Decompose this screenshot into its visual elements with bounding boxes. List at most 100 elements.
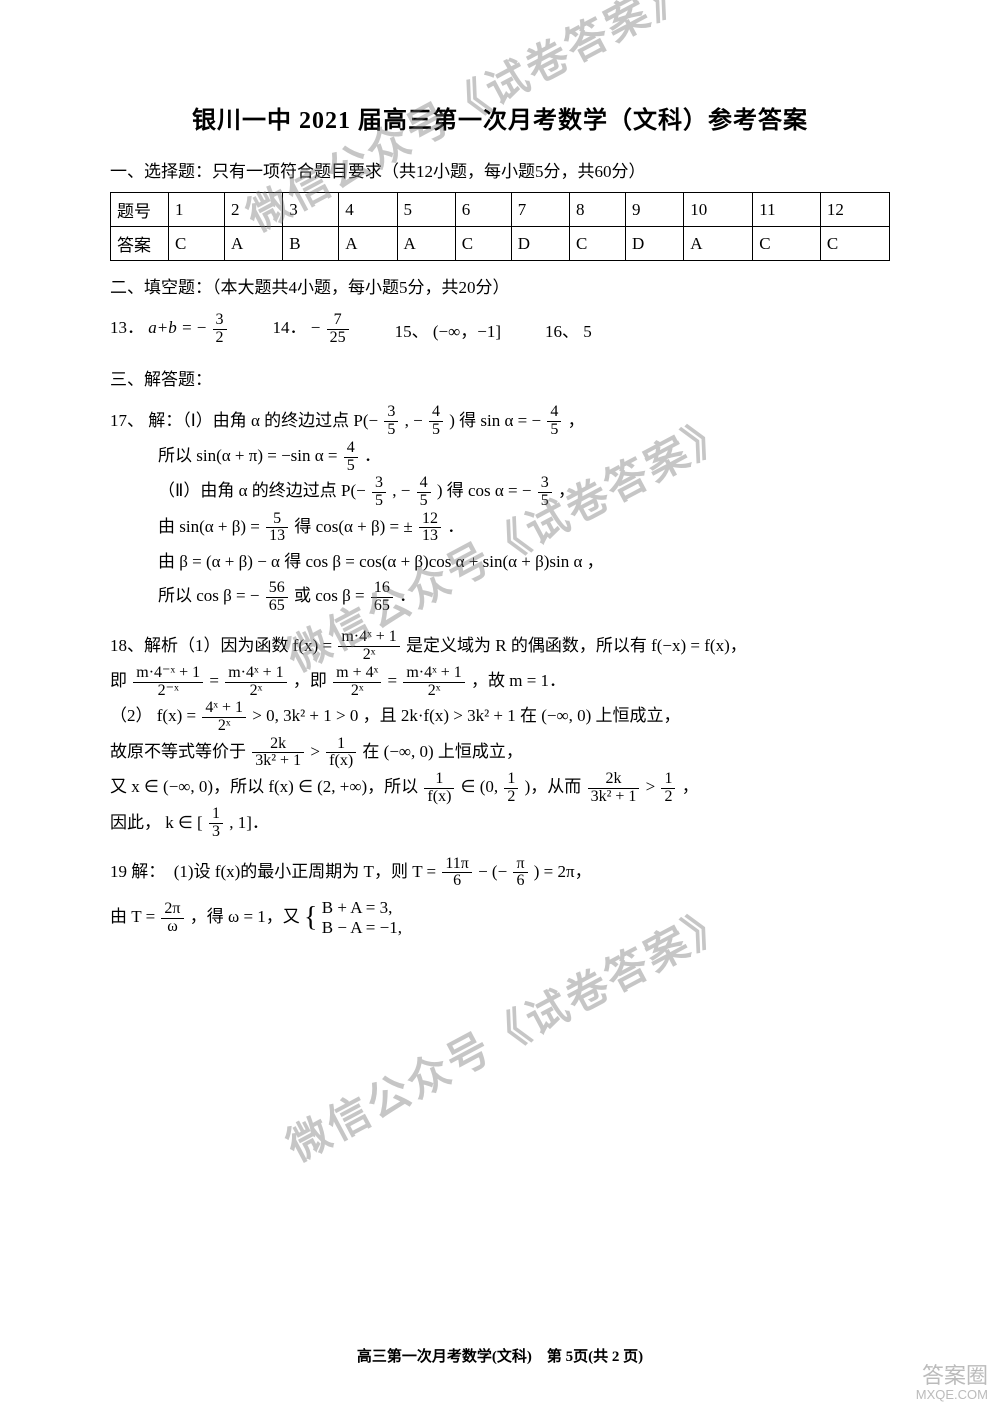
brace-bot: B − A = −1, xyxy=(322,918,402,938)
den: f(x) xyxy=(326,752,356,770)
q13-lhs: a+b = xyxy=(148,318,192,337)
ans-cell: C xyxy=(569,227,625,261)
table-row: 答案 C A B A A C D C D A C C xyxy=(111,227,890,261)
ans-cell: C xyxy=(169,227,225,261)
num: 3 xyxy=(213,312,227,329)
den: 5 xyxy=(429,421,443,439)
den: 2ˣ xyxy=(333,682,381,700)
brace-icon: { xyxy=(304,902,317,933)
num: 7 xyxy=(327,312,349,329)
num-cell: 7 xyxy=(511,193,569,227)
num: 1 xyxy=(424,771,454,788)
corner-watermark: 答案圈 MXQE.COM xyxy=(916,1364,988,1402)
page-footer: 高三第一次月考数学(文科) 第 5页(共 2 页) xyxy=(0,1345,1000,1366)
den: 5 xyxy=(547,421,561,439)
num: 4 xyxy=(344,440,358,457)
num-cell: 3 xyxy=(283,193,339,227)
den: 5 xyxy=(417,492,431,510)
num: 4 xyxy=(417,475,431,492)
brace-top: B + A = 3, xyxy=(322,898,402,918)
ans-cell: C xyxy=(753,227,821,261)
num: 11π xyxy=(442,856,471,873)
num: 1 xyxy=(661,771,675,788)
num: m·4ˣ + 1 xyxy=(403,665,464,682)
den: ω xyxy=(161,918,183,936)
text: 17、 解：（Ⅰ）由角 α 的终边过点 P(− xyxy=(110,411,378,430)
text: ，即 xyxy=(293,671,331,690)
text: − (− xyxy=(478,862,507,881)
q19: 19 解： (1)设 f(x)的最小正周期为 T，则 T = 11π6 − (−… xyxy=(110,855,890,946)
ans-cell: C xyxy=(455,227,511,261)
text: ) 得 sin α = − xyxy=(449,411,541,430)
num: 1 xyxy=(326,736,356,753)
den: 2ˣ xyxy=(202,717,246,735)
q13-label: 13． xyxy=(110,318,144,337)
q18: 18、解析（1）因为函数 f(x) = m·4ˣ + 12ˣ 是定义域为 R 的… xyxy=(110,629,890,841)
num-cell: 11 xyxy=(753,193,821,227)
text: 故原不等式等价于 xyxy=(110,742,250,761)
text: 因此， k ∈ [ xyxy=(110,813,203,832)
text: ， xyxy=(558,481,575,500)
text: > 0, 3k² + 1 > 0 ，且 2k·f(x) > 3k² + 1 在 … xyxy=(252,706,680,725)
den: 6 xyxy=(442,872,471,890)
num-cell: 8 xyxy=(569,193,625,227)
section2-head: 二、填空题：（本大题共4小题，每小题5分，共20分） xyxy=(110,273,890,298)
num: 3 xyxy=(384,404,398,421)
row-label: 答案 xyxy=(111,227,169,261)
num: 5 xyxy=(266,511,288,528)
row-label: 题号 xyxy=(111,193,169,227)
text: 19 解： (1)设 f(x)的最小正周期为 T，则 T = xyxy=(110,862,440,881)
text: （2） f(x) = xyxy=(110,706,200,725)
num: 1 xyxy=(209,806,223,823)
text: 所以 cos β = − xyxy=(158,586,260,605)
q15-val: (−∞，−1] xyxy=(433,322,501,341)
num-cell: 9 xyxy=(626,193,684,227)
ans-cell: A xyxy=(684,227,753,261)
text: > xyxy=(646,777,660,796)
den: 5 xyxy=(344,457,358,475)
text: 由 T = xyxy=(110,907,159,926)
corner-line1: 答案圈 xyxy=(916,1364,988,1388)
num-cell: 6 xyxy=(455,193,511,227)
text: ． xyxy=(364,446,381,465)
text: ， xyxy=(568,411,585,430)
text: = xyxy=(387,671,401,690)
num: 2π xyxy=(161,901,183,918)
q15-label: 15、 xyxy=(395,322,429,341)
text: 所以 sin(α + π) = −sin α = xyxy=(158,446,342,465)
neg: − xyxy=(197,318,207,337)
den: 2 xyxy=(213,329,227,347)
ans-cell: D xyxy=(511,227,569,261)
section1-head: 一、选择题：只有一项符合题目要求（共12小题，每小题5分，共60分） xyxy=(110,157,890,182)
num: 16 xyxy=(371,580,393,597)
text: ． xyxy=(447,517,464,536)
num: π xyxy=(513,856,527,873)
text: 或 cos β = xyxy=(294,586,369,605)
num: 3 xyxy=(538,475,552,492)
text: , − xyxy=(405,411,423,430)
num: 4 xyxy=(429,404,443,421)
den: 65 xyxy=(266,597,288,615)
num-cell: 4 xyxy=(339,193,397,227)
num: 2k xyxy=(252,736,304,753)
den: 2ˣ xyxy=(403,682,464,700)
num: 4 xyxy=(547,404,561,421)
fill-blanks: 13． a+b = − 32 14． − 725 15、 (−∞，−1] 16、… xyxy=(110,312,890,347)
num: m·4⁻ˣ + 1 xyxy=(133,665,203,682)
text: ，得 ω = 1，又 xyxy=(190,907,304,926)
num: 1 xyxy=(504,771,518,788)
ans-cell: C xyxy=(820,227,889,261)
text: ， xyxy=(682,777,699,796)
den: 6 xyxy=(513,872,527,890)
ans-cell: A xyxy=(397,227,455,261)
text: 得 cos(α + β) = ± xyxy=(294,517,412,536)
den: f(x) xyxy=(424,788,454,806)
den: 2ˣ xyxy=(225,682,286,700)
den: 5 xyxy=(384,421,398,439)
den: 2⁻ˣ xyxy=(133,682,203,700)
den: 65 xyxy=(371,597,393,615)
text: 又 x ∈ (−∞, 0)，所以 f(x) ∈ (2, +∞)，所以 xyxy=(110,777,422,796)
den: 13 xyxy=(266,527,288,545)
neg: − xyxy=(311,318,321,337)
text: 由 sin(α + β) = xyxy=(158,517,264,536)
